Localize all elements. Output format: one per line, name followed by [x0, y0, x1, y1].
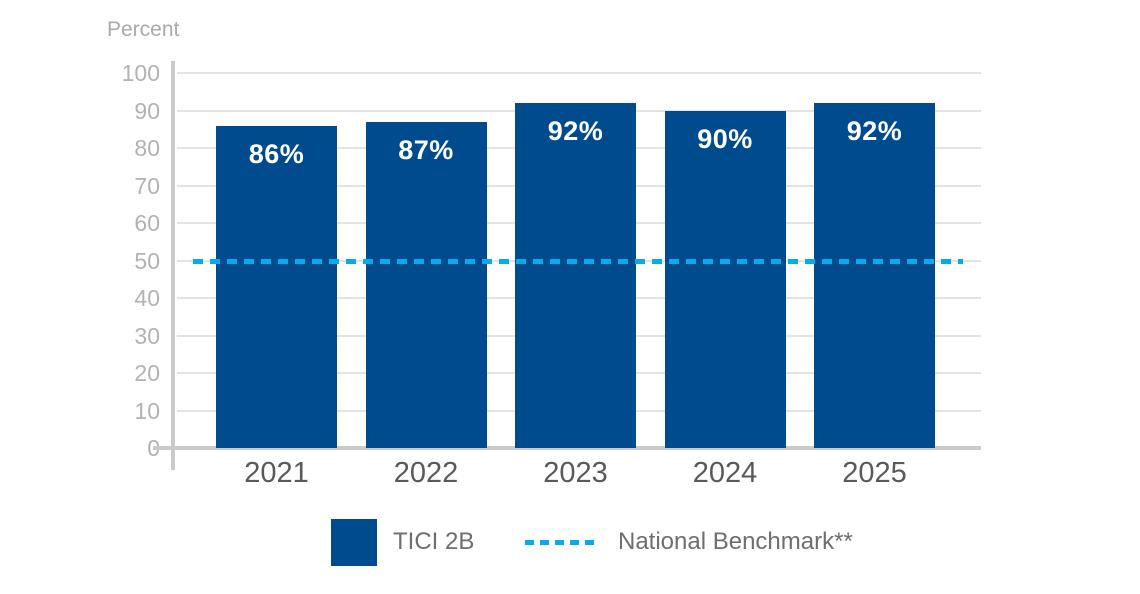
y-tick-label-50: 50: [134, 247, 160, 274]
y-tick-label-70: 70: [134, 172, 160, 199]
bar-2023: 92%: [515, 103, 636, 448]
bar-value-label-2021: 86%: [248, 138, 305, 169]
y-tick-label-0: 0: [100, 437, 160, 460]
y-tick-label-10: 10: [134, 397, 160, 424]
bar-2025: 92%: [814, 103, 935, 448]
y-tick-label-40: 40: [134, 285, 160, 311]
y-axis-line: [171, 61, 175, 470]
x-tick-label-2022: 2022: [393, 457, 459, 489]
y-tick-label-90: 90: [134, 97, 160, 124]
benchmark-line: [193, 258, 963, 264]
x-tick-label-2021: 2021: [244, 457, 309, 489]
y-tick-label-60: 60: [134, 210, 160, 236]
x-axis-line: [171, 446, 981, 450]
bar-value-label-2025: 92%: [846, 116, 903, 146]
bar-2022: 87%: [365, 121, 487, 448]
bar-2024: 90%: [664, 110, 786, 448]
y-tick-label-30: 30: [134, 322, 160, 349]
legend-label-tici-2b: TICI 2B: [393, 528, 475, 555]
bar-2021: 86%: [216, 125, 337, 448]
bar-value-label-2024: 90%: [697, 123, 753, 154]
x-tick-label-2024: 2024: [692, 457, 758, 489]
gridline-100: [177, 72, 981, 74]
x-tick-label-2023: 2023: [543, 457, 608, 489]
bar-value-label-2022: 87%: [398, 134, 454, 165]
zero-tick: [153, 446, 171, 450]
legend-label-national-benchmark: National Benchmark**: [618, 528, 853, 555]
legend-benchmark-line-sample: [525, 540, 598, 545]
legend-swatch-tici-2b: [331, 519, 377, 566]
y-tick-label-80: 80: [134, 135, 160, 161]
bar-value-label-2023: 92%: [547, 116, 604, 146]
y-tick-label-100: 100: [121, 60, 160, 86]
y-axis-title: Percent: [107, 18, 180, 41]
y-tick-label-20: 20: [134, 360, 160, 386]
x-tick-label-2025: 2025: [842, 457, 907, 489]
